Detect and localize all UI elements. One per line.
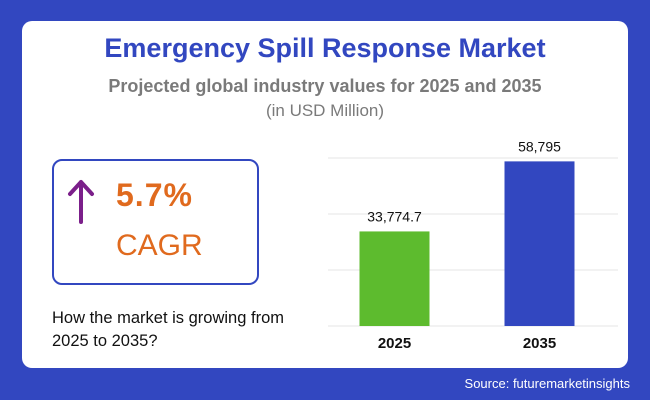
bar-chart: 33,774.7 2025 58,795 2035 xyxy=(328,138,618,352)
growth-question: How the market is growing from 2025 to 2… xyxy=(52,309,284,350)
bar-2025 xyxy=(359,231,430,326)
cagr-box: 5.7% CAGR xyxy=(52,159,259,285)
bar-2035 xyxy=(504,161,575,326)
page-subtitle: Projected global industry values for 202… xyxy=(108,76,542,96)
cagr-label: CAGR xyxy=(116,229,203,262)
value-label-2025: 33,774.7 xyxy=(367,208,422,224)
value-label-2035: 58,795 xyxy=(518,138,561,154)
up-arrow-icon xyxy=(68,180,94,224)
unit-label: (in USD Million) xyxy=(265,101,385,120)
source-label: Source: futuremarketinsights xyxy=(464,376,630,391)
cagr-value: 5.7% xyxy=(116,177,193,213)
category-label-2025: 2025 xyxy=(378,335,411,352)
category-label-2035: 2035 xyxy=(523,335,556,352)
page-title: Emergency Spill Response Market xyxy=(104,33,546,63)
